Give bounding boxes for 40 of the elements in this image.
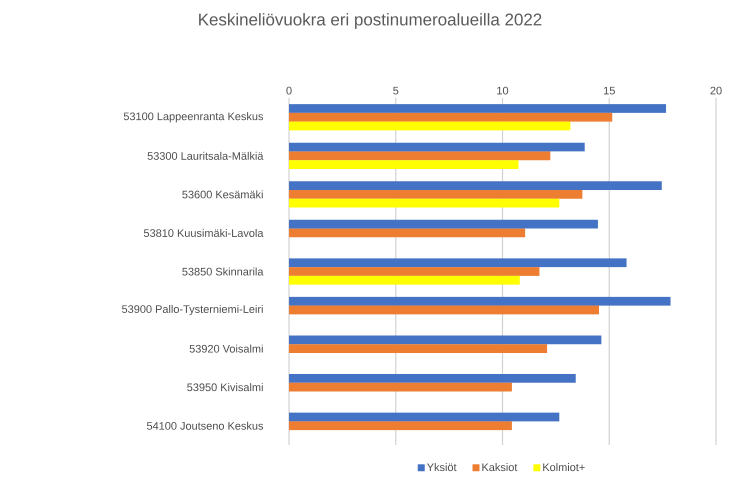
y-tick-label: 53100 Lappeenranta Keskus <box>124 112 264 122</box>
legend-label: Kolmiot+ <box>543 463 585 472</box>
y-tick-label: 53900 Pallo-Tysterniemi-Leiri <box>122 304 263 316</box>
bar <box>289 122 570 130</box>
bar <box>289 220 598 229</box>
legend-label: Yksiöt <box>426 463 456 472</box>
bar <box>289 412 560 422</box>
legend-label: Kaksiot <box>482 463 518 472</box>
bar <box>289 198 560 208</box>
x-tick-label: 0 <box>286 86 292 94</box>
bar <box>289 344 548 353</box>
y-tick-label: 53600 Kesämäki <box>182 190 263 198</box>
bar <box>289 160 519 169</box>
chart-title: Keskineliövuokra eri postinumeroalueilla 2022 <box>199 13 542 29</box>
x-tick-label: 15 <box>604 86 615 94</box>
bar <box>289 190 582 199</box>
bar <box>289 382 512 392</box>
bar <box>289 258 627 268</box>
y-tick-label: 53920 Voisalmi <box>190 344 263 353</box>
y-tick-label: 53810 Kuusimäki-Lavola <box>144 228 264 237</box>
bar <box>289 335 602 344</box>
bar <box>289 267 540 276</box>
y-tick-label: 54100 Joutseno Keskus <box>146 422 264 430</box>
x-tick-label: 5 <box>393 86 398 94</box>
bar <box>289 104 666 113</box>
bar <box>289 374 576 383</box>
bar <box>289 181 662 190</box>
bar <box>289 142 585 152</box>
bar <box>289 151 550 160</box>
x-tick-label: 20 <box>710 86 722 94</box>
bar <box>289 296 671 306</box>
bar <box>289 421 512 430</box>
y-tick-label: 53850 Skinnarila <box>182 267 264 276</box>
bar <box>289 306 600 314</box>
bar <box>289 276 520 285</box>
y-tick-label: 53300 Lauritsala-Mälkiä <box>148 152 264 160</box>
y-tick-label: 53950 Kivisalmi <box>187 383 263 392</box>
bar <box>289 112 612 122</box>
bar <box>289 228 526 238</box>
x-tick-label: 10 <box>497 86 508 94</box>
